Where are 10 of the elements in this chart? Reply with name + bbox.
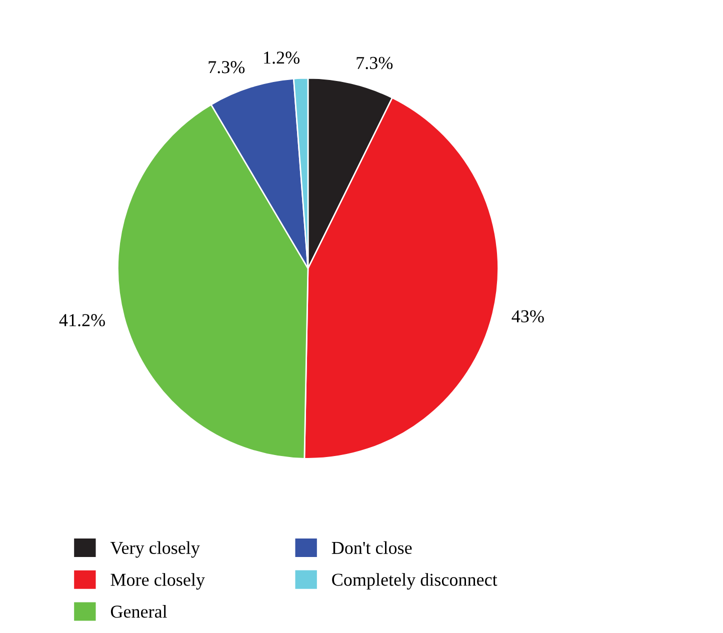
data-label: 1.2%	[264, 52, 300, 64]
data-label: 41.2%	[59, 314, 105, 326]
legend-label: Completely disconnect	[332, 573, 498, 590]
legend-label: Don't close	[332, 541, 412, 554]
data-label: 43%	[512, 310, 544, 322]
legend-label: More closely	[110, 573, 205, 590]
legend-label: General	[110, 605, 167, 618]
data-label: 7.3%	[208, 61, 245, 74]
data-label: 7.3%	[356, 56, 393, 70]
legend-label: Very closely	[110, 541, 200, 558]
